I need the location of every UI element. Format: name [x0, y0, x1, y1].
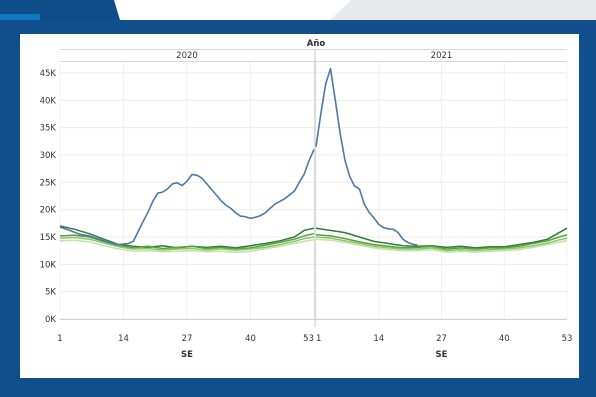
- column-header: Año: [307, 39, 326, 49]
- y-tick-label: 20K: [40, 206, 57, 216]
- x-tick-label: 53: [562, 334, 573, 344]
- x-tick-label: 14: [118, 334, 129, 344]
- y-tick-label: 5K: [45, 288, 56, 298]
- header-band-gray: [330, 0, 596, 20]
- header-band-accent: [0, 14, 40, 20]
- series-line: [315, 67, 418, 246]
- series-line: [315, 238, 568, 254]
- y-tick-label: 25K: [40, 178, 57, 188]
- x-tick-label: 27: [182, 334, 193, 344]
- chart-card: Año 2020 2021 0K 5K 10K 15K 20K 25K 30K 35K 40K 45K 1…: [20, 34, 579, 378]
- series-line: [315, 236, 568, 252]
- x-tick-label: 40: [499, 334, 510, 344]
- series-line: [315, 234, 568, 250]
- x-tick-label: 14: [373, 334, 384, 344]
- x-axis-label: SE: [181, 350, 193, 360]
- x-axis-label: SE: [436, 350, 448, 360]
- y-tick-label: 30K: [40, 151, 57, 161]
- x-tick-label: 27: [436, 334, 447, 344]
- grid-layer: [59, 49, 568, 327]
- series-line: [315, 227, 568, 249]
- y-tick-label: 10K: [40, 260, 57, 270]
- x-tick-label: 53: [303, 334, 314, 344]
- line-chart: Año 2020 2021 0K 5K 10K 15K 20K 25K 30K 35K 40K 45K 1…: [40, 39, 573, 360]
- label-layer: Año 2020 2021 0K 5K 10K 15K 20K 25K 30K 35K 40K 45K 1…: [40, 39, 573, 360]
- x-tick-label: 40: [245, 334, 256, 344]
- y-tick-label: 15K: [40, 233, 57, 243]
- header-band: [0, 0, 596, 20]
- y-tick-label: 40K: [40, 96, 57, 106]
- y-tick-label: 45K: [40, 69, 57, 79]
- panel-label-2020: 2020: [176, 51, 198, 61]
- series-line: [59, 236, 315, 251]
- panel-label-2021: 2021: [431, 51, 453, 61]
- y-tick-label: 0K: [45, 315, 56, 325]
- series-line: [59, 149, 315, 246]
- x-tick-label: 1: [316, 334, 321, 344]
- x-tick-label: 1: [57, 334, 62, 344]
- y-tick-label: 35K: [40, 124, 57, 134]
- series-line: [59, 238, 315, 254]
- series-layer: [59, 67, 568, 254]
